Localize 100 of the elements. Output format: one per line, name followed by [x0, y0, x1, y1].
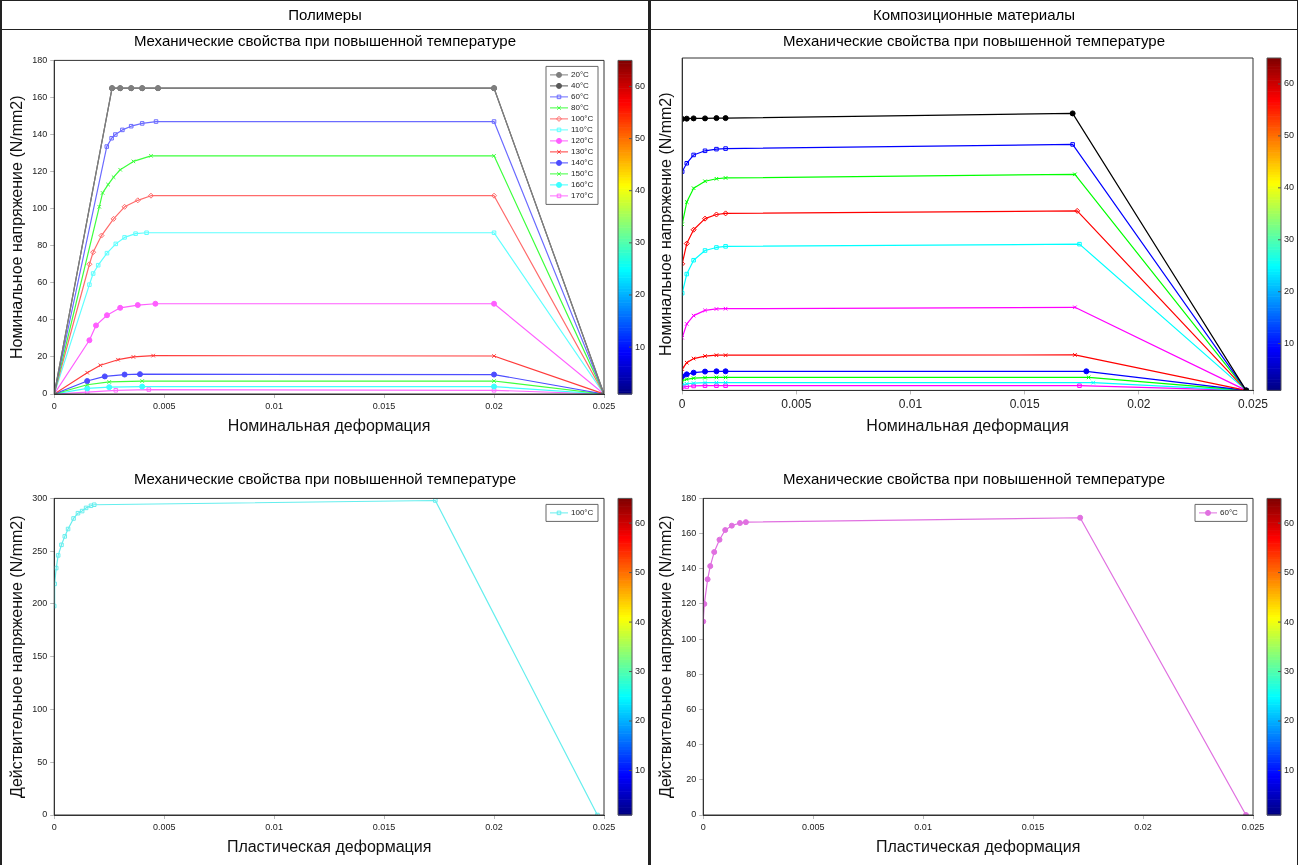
y-tick-label: 60	[37, 277, 48, 288]
y-tick-label: 120	[32, 166, 48, 177]
legend-label: 80°C	[571, 103, 590, 113]
y-tick-label: 250	[32, 545, 48, 556]
x-tick-label: 0.02	[1134, 821, 1152, 832]
color-bar-label: 50	[635, 133, 646, 144]
y-tick-label: 80	[37, 240, 48, 251]
chart-title: Композиционные материалы	[651, 0, 1297, 30]
x-tick-label: 0.005	[781, 396, 812, 411]
x-tick-label: 0.02	[485, 821, 503, 832]
legend-label: 130°C	[571, 147, 594, 157]
y-tick-label: 20	[37, 351, 48, 362]
legend-label: 170°C	[571, 191, 594, 201]
y-tick-label: 0	[42, 388, 48, 399]
x-tick-label: 0.01	[265, 821, 283, 832]
legend-label: 160°C	[571, 180, 594, 190]
legend-label: 60°C	[1220, 508, 1239, 518]
color-bar-label: 60	[1284, 517, 1295, 528]
x-tick-label: 0.005	[152, 821, 176, 832]
x-tick-label: 0.01	[914, 821, 932, 832]
color-bar-label: 60	[635, 517, 646, 528]
color-bar-label: 50	[635, 567, 646, 578]
y-tick-label: 200	[32, 598, 48, 609]
y-tick-label: 50	[37, 756, 48, 767]
x-axis-title: Пластическая деформация	[226, 837, 432, 855]
color-bar-label: 30	[635, 237, 646, 248]
color-bar-label: 10	[1284, 338, 1295, 349]
y-tick-label: 180	[681, 492, 697, 503]
x-tick-label: 0.015	[1009, 396, 1041, 411]
legend-label: 150°C	[571, 169, 594, 179]
chart-title: Механические свойства при повышенной температуре	[132, 469, 518, 489]
y-tick-label: 20	[686, 774, 697, 785]
color-bar-label: 30	[1284, 666, 1295, 677]
y-tick-label: 140	[32, 129, 48, 140]
x-tick-label: 0.01	[898, 396, 923, 411]
chart-subtitle: Механические свойства при повышенной температуре	[132, 31, 518, 51]
x-tick-label: 0.015	[372, 821, 396, 832]
x-tick-label: 0.025	[592, 400, 616, 411]
legend-label: 110°C	[571, 125, 593, 135]
y-tick-label: 100	[32, 703, 48, 714]
color-bar-label: 20	[1284, 286, 1295, 297]
x-tick-label: 0	[700, 821, 706, 832]
x-tick-label: 0.015	[372, 400, 396, 411]
x-tick-label: 0.015	[1021, 821, 1045, 832]
color-bar-label: 60	[635, 80, 646, 91]
color-bar-label: 10	[1284, 764, 1295, 775]
color-bar-label: 30	[1284, 234, 1295, 245]
x-tick-label: 0	[51, 821, 57, 832]
legend-label: 40°C	[571, 81, 590, 91]
y-tick-label: 120	[681, 598, 697, 609]
color-bar-label: 40	[635, 616, 646, 627]
legend-label: 120°C	[571, 136, 594, 146]
color-bar-label: 10	[635, 341, 646, 352]
color-bar-label: 50	[1284, 130, 1295, 141]
color-bar-label: 60	[1284, 78, 1295, 89]
y-tick-label: 160	[32, 91, 48, 102]
color-bar-label: 10	[635, 764, 646, 775]
chart-title: Механические свойства при повышенной температуре	[781, 469, 1167, 489]
color-bar-label: 50	[1284, 567, 1295, 578]
color-bar-label: 20	[635, 289, 646, 300]
color-bar-label: 40	[1284, 616, 1295, 627]
y-tick-label: 100	[681, 633, 697, 644]
color-bar-label: 20	[635, 715, 646, 726]
y-axis-title: Номинальное напряжение (N/mm2)	[8, 95, 26, 359]
x-tick-label: 0.02	[1127, 396, 1151, 411]
x-tick-label: 0.005	[801, 821, 825, 832]
y-axis-title: Действительное напряжение (N/mm2)	[8, 515, 26, 798]
x-tick-label: 0.02	[485, 400, 503, 411]
color-bar-label: 40	[635, 185, 646, 196]
x-axis-title: Номинальная деформация	[227, 416, 431, 434]
x-tick-label: 0.01	[265, 400, 283, 411]
y-axis-title: Действительное напряжение (N/mm2)	[657, 515, 675, 798]
legend-label: 100°C	[571, 114, 594, 124]
x-tick-label: 0.025	[1241, 821, 1265, 832]
color-bar-label: 30	[635, 666, 646, 677]
y-axis-title: Номинальное напряжение (N/mm2)	[657, 92, 675, 356]
y-tick-label: 80	[686, 668, 697, 679]
legend-label: 100°C	[571, 508, 594, 518]
x-tick-label: 0.025	[592, 821, 616, 832]
y-tick-label: 300	[32, 492, 48, 503]
y-tick-label: 0	[42, 809, 48, 820]
y-tick-label: 180	[32, 54, 48, 65]
y-tick-label: 40	[686, 739, 697, 750]
legend-label: 20°C	[571, 70, 590, 80]
chart-subtitle: Механические свойства при повышенной температуре	[781, 31, 1167, 51]
x-axis-title: Номинальная деформация	[866, 416, 1069, 434]
y-tick-label: 60	[686, 703, 697, 714]
y-tick-label: 100	[32, 203, 48, 214]
x-tick-label: 0.005	[152, 400, 176, 411]
color-bar-label: 40	[1284, 182, 1295, 193]
color-bar-label: 20	[1284, 715, 1295, 726]
chart-title: Полимеры	[2, 0, 648, 30]
legend-label: 60°C	[571, 92, 590, 102]
y-tick-label: 140	[681, 563, 697, 574]
y-tick-label: 150	[32, 651, 48, 662]
legend-label: 140°C	[571, 158, 594, 168]
x-tick-label: 0.025	[1237, 396, 1269, 411]
x-axis-title: Пластическая деформация	[875, 837, 1081, 855]
x-tick-label: 0	[51, 400, 57, 411]
y-tick-label: 160	[681, 528, 697, 539]
